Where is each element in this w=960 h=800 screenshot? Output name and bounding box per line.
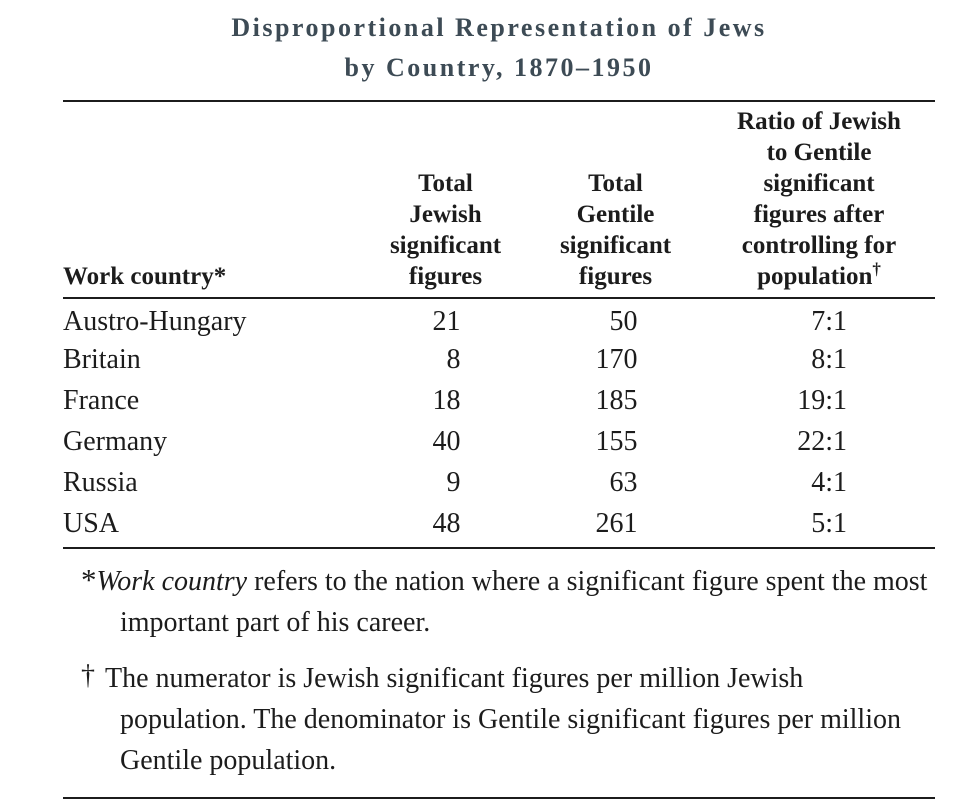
- col-header-label: Total Jewish significant figures: [389, 170, 502, 290]
- cell-jewish: 48: [363, 503, 528, 544]
- cell-gentile: 63: [528, 462, 703, 503]
- cell-value: 8: [446, 343, 461, 375]
- cell-ratio: 8:1: [703, 339, 935, 380]
- table-row: Russia 9 63 4:1: [63, 462, 935, 503]
- cell-gentile: 155: [528, 421, 703, 462]
- footnote-ratio: † The numerator is Jewish significant fig…: [63, 655, 935, 781]
- cell-value: 7:1: [811, 305, 847, 337]
- col-header-jewish-figures: Total Jewish significant figures: [363, 106, 528, 299]
- footnotes: *Work country refers to the nation where…: [63, 547, 935, 799]
- footnote-term: Work country: [96, 566, 248, 597]
- col-header-label: Total Gentile significant figures: [559, 170, 672, 290]
- cell-value: 18: [432, 384, 461, 416]
- cell-country: Austro-Hungary: [63, 305, 247, 337]
- footnote-text: The numerator is Jewish significant figu…: [105, 663, 901, 776]
- cell-value: 9: [446, 466, 461, 498]
- cell-value: 40: [432, 425, 461, 457]
- asterisk-marker: *: [81, 562, 97, 597]
- footnote-work-country: *Work country refers to the nation where…: [63, 559, 935, 643]
- cell-country: France: [63, 384, 140, 416]
- cell-value: 155: [595, 425, 638, 457]
- cell-jewish: 18: [363, 380, 528, 421]
- cell-value: 21: [432, 305, 461, 337]
- cell-country: Britain: [63, 343, 141, 375]
- title-line-1: Disproportional Representation of Jews: [231, 13, 767, 42]
- cell-jewish: 9: [363, 462, 528, 503]
- cell-gentile: 170: [528, 339, 703, 380]
- cell-ratio: 22:1: [703, 421, 935, 462]
- col-header-label: Ratio of Jewish to Gentile significant f…: [737, 108, 901, 290]
- table-row: Austro-Hungary 21 50 7:1: [63, 298, 935, 339]
- title-line-2: by Country, 1870–1950: [344, 53, 654, 82]
- col-header-work-country: Work country*: [63, 106, 363, 299]
- cell-ratio: 7:1: [703, 298, 935, 339]
- cell-country: Germany: [63, 425, 168, 457]
- cell-value: 19:1: [797, 384, 847, 416]
- cell-value: 8:1: [811, 343, 847, 375]
- cell-value: 63: [609, 466, 638, 498]
- data-table: Work country* Total Jewish significant f…: [63, 106, 935, 544]
- cell-value: 4:1: [811, 466, 847, 498]
- cell-jewish: 8: [363, 339, 528, 380]
- dagger-marker: †: [81, 660, 95, 691]
- cell-ratio: 4:1: [703, 462, 935, 503]
- col-header-label: Work country*: [63, 263, 227, 290]
- cell-gentile: 261: [528, 503, 703, 544]
- cell-ratio: 19:1: [703, 380, 935, 421]
- footnote-text: refers to the nation where a significant…: [120, 566, 928, 638]
- cell-value: 22:1: [797, 425, 847, 457]
- col-header-gentile-figures: Total Gentile significant figures: [528, 106, 703, 299]
- cell-country: USA: [63, 507, 120, 539]
- table-row: Germany 40 155 22:1: [63, 421, 935, 462]
- cell-jewish: 21: [363, 298, 528, 339]
- cell-ratio: 5:1: [703, 503, 935, 544]
- table-row: USA 48 261 5:1: [63, 503, 935, 544]
- cell-gentile: 50: [528, 298, 703, 339]
- cell-gentile: 185: [528, 380, 703, 421]
- cell-country: Russia: [63, 466, 138, 498]
- col-header-ratio: Ratio of Jewish to Gentile significant f…: [703, 106, 935, 299]
- dagger-mark: †: [872, 259, 881, 279]
- cell-value: 185: [595, 384, 638, 416]
- table-row: Britain 8 170 8:1: [63, 339, 935, 380]
- cell-value: 48: [432, 507, 461, 539]
- table-figure: Disproportional Representation of Jews b…: [63, 0, 935, 799]
- cell-jewish: 40: [363, 421, 528, 462]
- cell-value: 5:1: [811, 507, 847, 539]
- cell-value: 170: [595, 343, 638, 375]
- cell-value: 261: [595, 507, 638, 539]
- table-title: Disproportional Representation of Jews b…: [63, 0, 935, 102]
- header-row: Work country* Total Jewish significant f…: [63, 106, 935, 299]
- table-row: France 18 185 19:1: [63, 380, 935, 421]
- cell-value: 50: [609, 305, 638, 337]
